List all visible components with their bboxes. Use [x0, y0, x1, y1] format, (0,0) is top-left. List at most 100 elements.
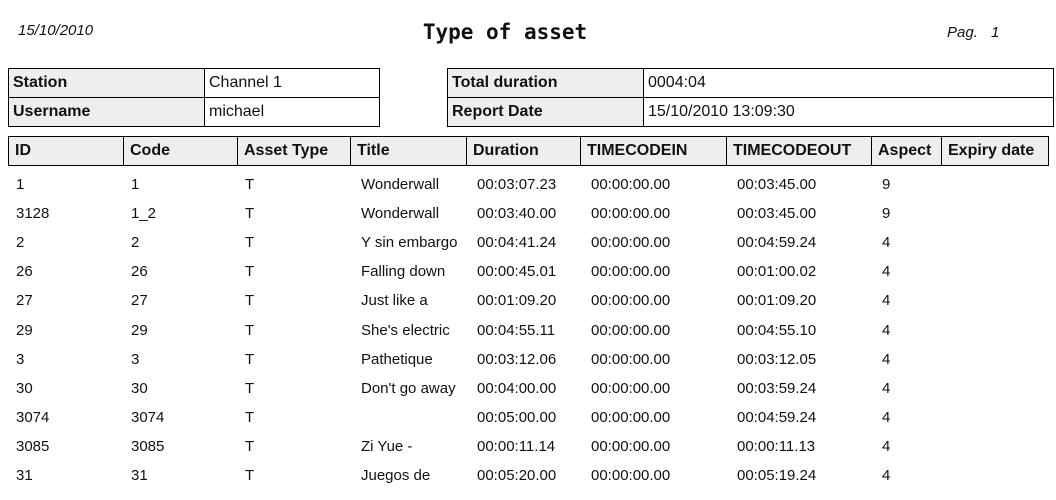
table-cell: T [245, 379, 255, 397]
table-cell: 00:00:11.14 [477, 437, 556, 455]
table-cell: 3085 [131, 437, 165, 455]
table-cell: T [245, 467, 255, 484]
column-header: Asset Type [237, 136, 351, 166]
table-cell: 3 [16, 350, 25, 368]
table-cell: 00:00:00.00 [591, 176, 671, 193]
table-cell: Juegos de [361, 467, 431, 484]
column-header: Title [350, 136, 467, 166]
table-cell: 26 [131, 263, 148, 281]
table-cell: T [245, 176, 255, 193]
table-cell: Don't go away [361, 379, 456, 397]
info-label: Report Date [447, 97, 644, 127]
table-cell: Y sin embargo [361, 234, 458, 252]
table-cell: 00:05:00.00 [477, 408, 557, 426]
table-cell: 00:01:09.20 [477, 292, 557, 310]
table-cell: 3074 [131, 408, 165, 426]
table-cell: 00:00:00.00 [591, 205, 671, 223]
table-cell: 00:03:12.05 [737, 350, 817, 368]
table-cell: 00:05:19.24 [737, 467, 817, 484]
table-cell: 3 [131, 350, 140, 368]
table-cell: 1 [131, 176, 140, 193]
table-cell: 00:00:00.00 [591, 467, 671, 484]
column-header: Expiry date [941, 136, 1049, 166]
column-header: Duration [466, 136, 581, 166]
table-cell: 4 [882, 321, 891, 339]
table-cell: 00:00:00.00 [591, 350, 671, 368]
table-cell: 00:04:59.24 [737, 234, 817, 252]
column-header: Code [123, 136, 238, 166]
page-label: Pag. [947, 24, 978, 41]
table-cell: 4 [882, 379, 891, 397]
table-cell: 00:04:55.10 [737, 321, 817, 339]
table-cell: T [245, 263, 255, 281]
table-cell: T [245, 321, 255, 339]
table-cell: 00:04:59.24 [737, 408, 817, 426]
table-cell: 26 [16, 263, 33, 281]
table-cell: T [245, 350, 255, 368]
table-cell: 4 [882, 234, 891, 252]
table-cell: 30 [131, 379, 148, 397]
table-cell: 27 [16, 292, 33, 310]
table-cell: 27 [131, 292, 148, 310]
info-value: 15/10/2010 13:09:30 [643, 97, 1054, 127]
table-cell: 00:04:55.11 [477, 321, 556, 339]
table-cell: 4 [882, 467, 891, 484]
table-cell: Wonderwall [361, 176, 440, 193]
table-cell: T [245, 408, 255, 426]
table-cell: Wonderwall [361, 205, 440, 223]
table-cell: 3085 [16, 437, 50, 455]
table-cell: 4 [882, 437, 891, 455]
table-cell: 00:00:00.00 [591, 292, 671, 310]
info-value: michael [204, 97, 380, 127]
table-cell: 00:00:11.13 [737, 437, 816, 455]
table-cell: 1 [16, 176, 25, 193]
table-cell: 00:01:00.02 [737, 263, 817, 281]
table-cell: 00:00:00.00 [591, 321, 671, 339]
table-cell: Zi Yue - [361, 437, 413, 455]
table-cell: 31 [131, 467, 148, 484]
info-label: Station [8, 68, 205, 98]
table-cell: 00:03:45.00 [737, 176, 817, 193]
table-cell: 30 [16, 379, 33, 397]
info-label: Username [8, 97, 205, 127]
table-cell: She's electric [361, 321, 450, 339]
table-cell: 00:01:09.20 [737, 292, 817, 310]
table-cell: 9 [882, 205, 891, 223]
table-cell: 29 [131, 321, 148, 339]
table-cell: Just like a [361, 292, 428, 310]
table-cell: T [245, 437, 255, 455]
table-cell: 9 [882, 176, 891, 193]
column-header: Aspect [871, 136, 942, 166]
info-value: Channel 1 [204, 68, 380, 98]
table-cell: 00:00:00.00 [591, 408, 671, 426]
table-cell: 3074 [16, 408, 50, 426]
table-cell: 00:03:40.00 [477, 205, 557, 223]
table-cell: 2 [16, 234, 25, 252]
table-cell: 00:00:00.00 [591, 263, 671, 281]
table-cell: T [245, 292, 255, 310]
table-cell: 4 [882, 263, 891, 281]
table-cell: 00:00:00.00 [591, 234, 671, 252]
table-cell: 2 [131, 234, 140, 252]
table-cell: T [245, 205, 255, 223]
info-label: Total duration [447, 68, 644, 98]
table-cell: 1_2 [131, 205, 157, 223]
table-cell: 29 [16, 321, 33, 339]
table-cell: 4 [882, 292, 891, 310]
table-cell: 00:04:41.24 [477, 234, 557, 252]
table-cell: 3128 [16, 205, 50, 223]
table-cell: 31 [16, 467, 33, 484]
table-cell: 00:00:00.00 [591, 437, 671, 455]
table-cell: 00:03:07.23 [477, 176, 557, 193]
table-cell: 00:04:00.00 [477, 379, 557, 397]
page-number: 1 [991, 24, 1000, 41]
table-cell: T [245, 234, 255, 252]
column-header: TIMECODEOUT [726, 136, 872, 166]
table-cell: 00:00:45.01 [477, 263, 557, 281]
table-cell: Pathetique [361, 350, 433, 368]
table-cell: Falling down [361, 263, 446, 281]
table-cell: 4 [882, 408, 891, 426]
info-value: 0004:04 [643, 68, 1054, 98]
table-cell: 00:03:59.24 [737, 379, 817, 397]
